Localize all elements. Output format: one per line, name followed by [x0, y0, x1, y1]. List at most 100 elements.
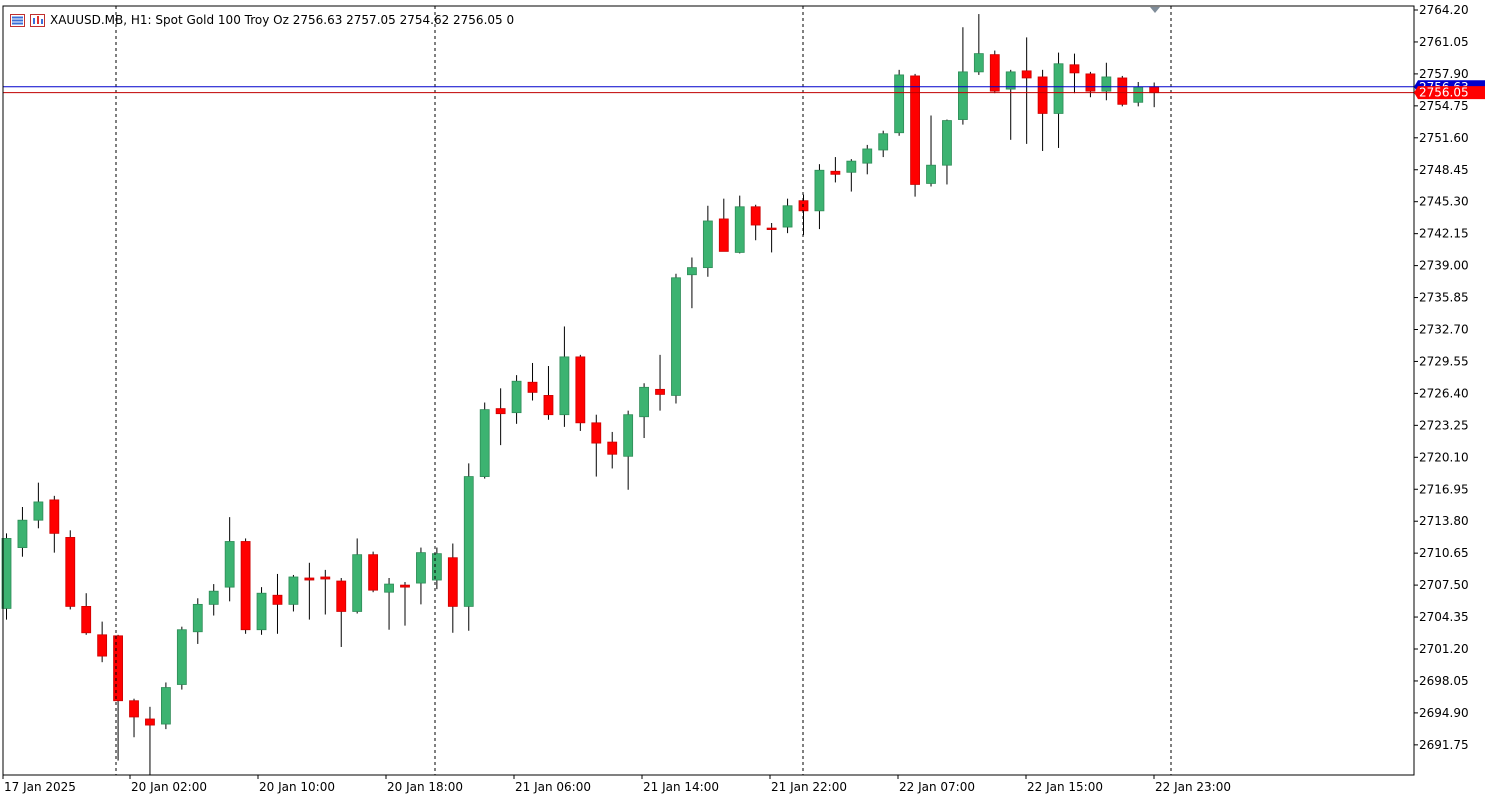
- candle: [1117, 75, 1128, 107]
- bear-candle-body: [495, 408, 506, 415]
- bear-candle-body: [607, 441, 618, 455]
- bid-price-label: 2756.05: [1414, 86, 1485, 100]
- bull-candle-body: [846, 160, 857, 173]
- candle: [766, 223, 777, 253]
- chart-shift-marker-icon[interactable]: [1150, 7, 1160, 13]
- candle: [17, 507, 28, 557]
- bear-candle-body: [129, 700, 139, 718]
- candle: [687, 257, 697, 309]
- bear-candle-body: [1149, 86, 1160, 94]
- bear-candle-body: [49, 499, 60, 534]
- bear-candle-body: [368, 554, 379, 591]
- bull-candle-body: [224, 541, 235, 588]
- tick-count: 0: [506, 13, 515, 27]
- candle: [607, 431, 618, 469]
- candle: [400, 582, 410, 626]
- price-lines-layer: [3, 6, 1414, 775]
- chart-window-icon[interactable]: [30, 13, 45, 27]
- bull-candle-body: [814, 169, 825, 212]
- candle: [272, 573, 283, 634]
- bull-candle-body: [160, 687, 171, 725]
- bear-candle-body: [1021, 70, 1032, 79]
- bear-candle-body: [989, 54, 1000, 92]
- bull-candle-body: [782, 205, 793, 228]
- y-tick-label: 2745.30: [1419, 195, 1469, 209]
- candle: [750, 204, 761, 241]
- bid-price-label-text: 2756.05: [1419, 86, 1469, 100]
- candle: [575, 354, 586, 431]
- price-axis[interactable]: 2764.20 2761.05 2757.90 2754.75 2751.60 2748.…: [1414, 3, 1485, 752]
- candle: [336, 578, 347, 647]
- bull-candle-body: [559, 356, 570, 416]
- y-tick-label: 2751.60: [1419, 131, 1469, 145]
- bull-candle-body: [702, 220, 713, 269]
- bear-candle-body: [910, 75, 920, 185]
- candle: [160, 682, 171, 730]
- bear-candle-body: [543, 395, 554, 416]
- candle: [1053, 52, 1064, 148]
- y-tick-label: 2761.05: [1419, 35, 1469, 49]
- bull-candle-body: [1, 538, 12, 609]
- candle: [256, 587, 267, 635]
- candle: [671, 273, 681, 404]
- plot-border: [2, 5, 1415, 776]
- bull-candle-body: [1053, 63, 1064, 114]
- y-tick-label: 2701.20: [1419, 642, 1469, 656]
- bull-candle-body: [288, 576, 299, 605]
- bull-candle-body: [862, 148, 873, 164]
- candle: [623, 410, 634, 490]
- candle: [352, 538, 363, 614]
- y-tick-label: 2729.55: [1419, 354, 1469, 368]
- bull-candle-body: [33, 501, 44, 521]
- candle: [479, 402, 490, 479]
- candle: [33, 482, 44, 529]
- candle: [989, 50, 1000, 94]
- y-tick-label: 2704.35: [1419, 610, 1469, 624]
- chart-frame: [2, 5, 1415, 776]
- bull-candle-body: [687, 267, 697, 276]
- candle: [431, 547, 442, 590]
- candle: [559, 326, 570, 427]
- bull-candle-body: [973, 53, 984, 73]
- y-tick-label: 2720.10: [1419, 450, 1469, 464]
- y-tick-label: 2691.75: [1419, 738, 1469, 752]
- bars-menu-icon[interactable]: [10, 13, 25, 27]
- candle: [1149, 82, 1160, 108]
- x-tick-label: 20 Jan 10:00: [259, 780, 335, 794]
- y-tick-label: 2732.70: [1419, 323, 1469, 337]
- symbol-description: Spot Gold 100 Troy Oz: [155, 13, 289, 27]
- bull-candle-body: [623, 414, 634, 457]
- bear-candle-body: [336, 580, 347, 612]
- bear-candle-body: [272, 594, 283, 605]
- candle: [192, 598, 203, 644]
- bull-candle-body: [479, 409, 490, 477]
- bull-candle-body: [878, 133, 889, 151]
- y-tick-label: 2710.65: [1419, 546, 1469, 560]
- candle: [782, 198, 793, 234]
- bear-candle-body: [400, 584, 410, 588]
- candle: [1005, 69, 1016, 140]
- y-tick-label: 2707.50: [1419, 578, 1469, 592]
- bull-candle-body: [431, 553, 442, 581]
- bull-candle-body: [208, 590, 219, 605]
- candle: [926, 115, 936, 187]
- time-axis[interactable]: 17 Jan 2025 20 Jan 02:00 20 Jan 10:00 20 Ja…: [2, 775, 1231, 794]
- candle: [1101, 62, 1112, 101]
- bear-candle-body: [766, 227, 777, 230]
- candle: [958, 27, 968, 125]
- candle: [973, 14, 984, 75]
- candle: [734, 195, 745, 254]
- y-tick-label: 2764.20: [1419, 3, 1469, 17]
- candle: [862, 144, 873, 175]
- bear-candle-body: [447, 557, 458, 607]
- bear-candle-body: [81, 606, 92, 634]
- bull-candle-body: [17, 519, 28, 548]
- y-tick-label: 2698.05: [1419, 674, 1469, 688]
- bull-candle-body: [639, 386, 649, 418]
- candle: [639, 383, 649, 439]
- y-tick-label: 2713.80: [1419, 514, 1469, 528]
- bull-candle-body: [894, 74, 905, 134]
- bear-candle-body: [320, 576, 331, 580]
- bear-candle-body: [750, 206, 761, 226]
